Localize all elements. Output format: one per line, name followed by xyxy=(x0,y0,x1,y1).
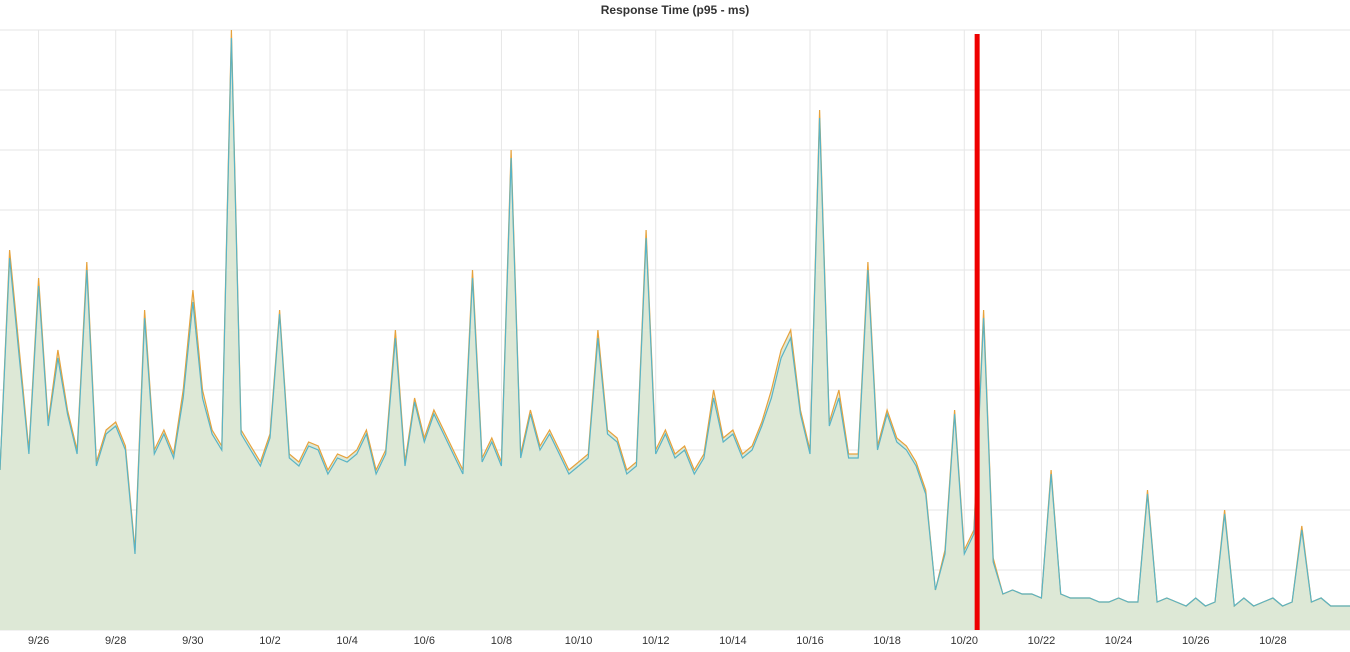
x-tick-label: 10/2 xyxy=(259,635,280,647)
x-tick-label: 9/30 xyxy=(182,635,203,647)
x-tick-label: 10/22 xyxy=(1028,635,1056,647)
x-tick-label: 10/4 xyxy=(336,635,357,647)
x-tick-label: 9/28 xyxy=(105,635,126,647)
x-tick-label: 10/6 xyxy=(414,635,435,647)
series-area-fill xyxy=(0,30,1350,630)
chart-title: Response Time (p95 - ms) xyxy=(600,3,750,17)
series-line-b xyxy=(0,37,1350,608)
x-axis-ticks: 9/26 9/28 9/30 10/2 10/4 10/6 10/8 10/10 10/12 10… xyxy=(28,635,1287,647)
x-tick-label: 10/26 xyxy=(1182,635,1210,647)
x-tick-label: 10/24 xyxy=(1105,635,1133,647)
x-tick-label: 10/10 xyxy=(565,635,593,647)
x-tick-label: 10/12 xyxy=(642,635,670,647)
x-tick-label: 10/20 xyxy=(951,635,979,647)
x-tick-label: 10/16 xyxy=(796,635,824,647)
series-lines xyxy=(0,29,1350,608)
x-tick-label: 9/26 xyxy=(28,635,49,647)
series-area xyxy=(0,30,1350,630)
x-tick-label: 10/8 xyxy=(491,635,512,647)
x-tick-label: 10/18 xyxy=(873,635,901,647)
x-tick-label: 10/28 xyxy=(1259,635,1287,647)
x-tick-label: 10/14 xyxy=(719,635,747,647)
